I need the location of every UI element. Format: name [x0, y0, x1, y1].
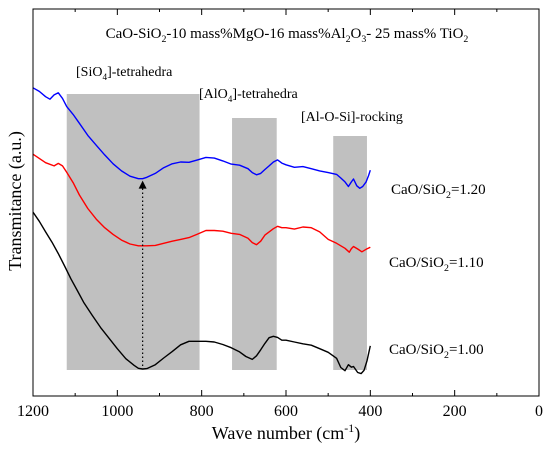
chart-text: CaO-SiO2-10 mass%MgO-16 mass%Al2O3- 25 m… — [5, 26, 486, 444]
series-line-c100 — [32, 211, 371, 375]
series-layer — [32, 87, 371, 375]
x-tick-label: 0 — [535, 403, 543, 420]
x-tick-label: 1200 — [17, 403, 49, 420]
band-region-label-1: [SiO4]-tetrahedra — [76, 65, 173, 82]
x-tick-label: 600 — [274, 403, 298, 420]
series-label-c100: CaO/SiO2=1.00 — [389, 342, 484, 361]
x-axis-label: Wave number (cm-1) — [212, 421, 360, 444]
x-tick-label: 800 — [190, 403, 214, 420]
y-axis-label: Transmitance (a.u.) — [5, 131, 26, 271]
band-region-label-2: [AlO4]-tetrahedra — [199, 87, 298, 104]
band-region-label-3: [Al-O-Si]-rocking — [301, 110, 403, 125]
band-regions — [66, 94, 367, 370]
band-region-1 — [66, 94, 200, 370]
series-line-c120 — [32, 87, 371, 189]
arrow-head — [138, 180, 147, 189]
shift-arrow — [138, 180, 147, 366]
x-tick-label: 1000 — [101, 403, 133, 420]
x-tick-label: 400 — [358, 403, 382, 420]
chart-title: CaO-SiO2-10 mass%MgO-16 mass%Al2O3- 25 m… — [106, 26, 469, 45]
series-line-c110 — [32, 153, 371, 253]
series-label-c110: CaO/SiO2=1.10 — [389, 255, 484, 274]
band-region-3 — [333, 136, 367, 370]
x-axis-ticks: 1200 1000 800 600 400 200 0 — [17, 9, 543, 420]
series-label-c120: CaO/SiO2=1.20 — [391, 182, 486, 201]
x-tick-label: 200 — [443, 403, 467, 420]
